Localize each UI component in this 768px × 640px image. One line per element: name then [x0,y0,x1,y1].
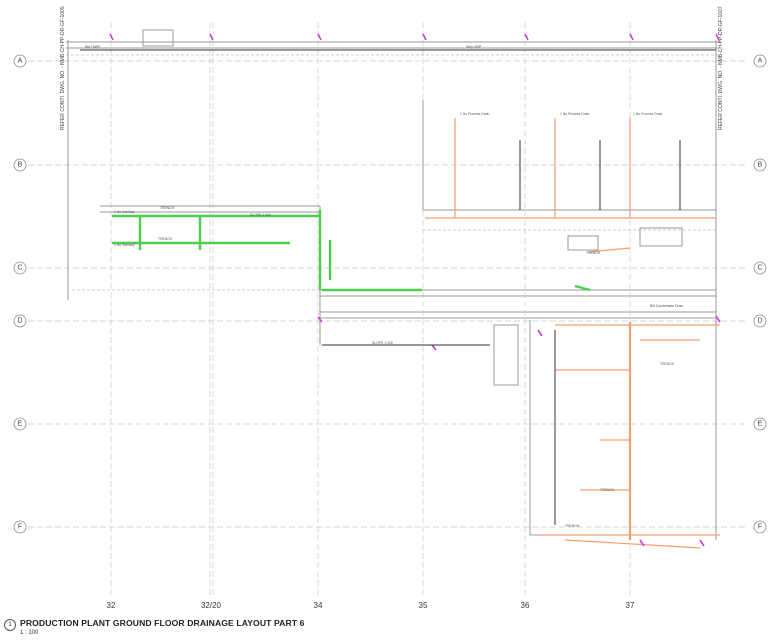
trench-note-3: TRENCH [586,251,601,255]
row-bubbles: A B C D E F A B C D E F [13,54,767,534]
drawing-scale: 1 : 100 [20,630,39,636]
process-drain-pipes [425,118,720,549]
ref-note-a: Bkt TMRP [85,45,101,49]
col-label-3220: 32/20 [201,601,222,610]
sanitary-note-2: 1 No Sanitary [114,243,135,247]
row-label-f-right: F [758,524,762,531]
row-label-e: E [18,421,23,428]
col-label-32: 32 [107,601,116,610]
row-label-c-right: C [757,265,762,272]
col-label-34: 34 [314,601,323,610]
building-walls [66,29,720,540]
refer-right-label: REFER CONTI. DWG. NO. - NMB-CH-PP-DR-GF-… [718,6,724,130]
trench-note-1: TRENCH [160,206,175,210]
ref-note-b: Step GRP [466,45,482,49]
trench-note-5: TRENCH [600,488,615,492]
sanitary-note-1: 1 No Sanitary [114,210,135,214]
row-label-b: B [18,162,23,169]
row-label-d: D [17,318,22,325]
row-label-a-right: A [758,58,763,65]
row-label-f: F [18,524,22,531]
row-label-e-right: E [758,421,763,428]
col-label-35: 35 [419,601,428,610]
gravity-runs [80,49,716,525]
refer-left-label: REFER CONTI. DWG. NO. - NMB-CH-PP-DR-GF-… [60,6,66,130]
process-drain-note-2: 1 No Process Drain [560,112,590,116]
condensate-note: Bkt Condensate Drain [650,304,683,308]
row-label-b-right: B [758,162,763,169]
col-label-36: 36 [521,601,530,610]
view-number-bubble: 1 [4,619,16,631]
slope-note-1: SLOPE 1:100 [372,341,393,345]
row-label-a: A [18,58,23,65]
annotation-notes: TRENCH TRENCH TRENCH TRENCH TRENCH TRENC… [85,45,683,528]
col-label-37: 37 [626,601,635,610]
row-label-c: C [17,265,22,272]
row-label-d-right: D [757,318,762,325]
trench-note-4: TRENCH [660,362,675,366]
trench-note-2: TRENCH [158,237,173,241]
process-drain-note-1: 1 No Process Drain [460,112,490,116]
trench-note-6: TRENCH [565,524,580,528]
grid-rows [28,60,748,528]
drawing-title: PRODUCTION PLANT GROUND FLOOR DRAINAGE L… [20,618,305,628]
sanitary-pipes [112,210,591,292]
column-labels: 32 32/20 34 35 36 37 [107,601,635,610]
grid-columns [110,22,631,598]
slope-note-2: SLOPE 1:100 [250,213,271,217]
process-drain-note-3: 1 No Process Drain [633,112,663,116]
storm-markers [109,33,721,547]
